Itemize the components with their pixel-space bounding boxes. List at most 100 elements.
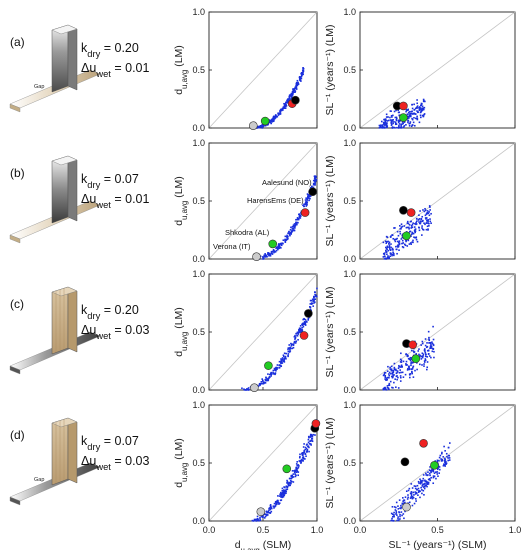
data-point (284, 491, 286, 494)
data-point (397, 505, 399, 507)
data-point (417, 487, 420, 490)
data-point (423, 365, 425, 367)
data-point (399, 376, 402, 379)
data-point (296, 464, 299, 467)
data-point (277, 495, 279, 497)
highlight-point (400, 457, 410, 467)
data-point (273, 507, 275, 509)
data-point (397, 387, 400, 389)
data-point (411, 124, 414, 126)
data-point (296, 467, 298, 470)
foundation-bar-end (9, 496, 21, 506)
data-point (405, 490, 408, 493)
data-point (395, 117, 398, 120)
data-point (386, 376, 389, 379)
data-point (387, 116, 389, 118)
data-point (300, 461, 302, 463)
data-point (307, 319, 310, 321)
data-point (281, 487, 284, 490)
y-axis-label-group: SL⁻¹ (years⁻¹) (LM) (324, 286, 336, 377)
data-point (398, 124, 400, 127)
data-point (419, 478, 421, 481)
data-point (425, 482, 428, 484)
highlight-point (256, 507, 266, 517)
data-point (262, 382, 264, 385)
data-point (268, 373, 271, 376)
data-point (294, 342, 297, 344)
data-point (420, 358, 423, 360)
data-point (277, 248, 279, 251)
data-point (310, 299, 313, 302)
data-point (395, 109, 397, 112)
data-point (262, 381, 265, 384)
data-point (382, 374, 385, 377)
data-point (421, 352, 424, 355)
data-point (381, 124, 384, 127)
data-point (393, 362, 396, 365)
data-point (388, 384, 390, 387)
data-point (410, 235, 412, 237)
data-point (425, 472, 427, 475)
gap-label: Gap (34, 477, 44, 483)
data-point (426, 482, 429, 485)
data-point (390, 246, 392, 249)
data-point (385, 122, 388, 125)
data-point (399, 518, 401, 520)
data-point (419, 363, 421, 366)
data-point (253, 519, 256, 522)
data-point (285, 236, 288, 238)
data-point (441, 452, 443, 455)
data-point (397, 376, 399, 379)
data-point (299, 79, 302, 82)
data-point (272, 250, 275, 252)
data-point (419, 354, 421, 357)
data-point (303, 449, 306, 452)
data-point (407, 108, 409, 111)
data-point (295, 332, 297, 335)
data-point (410, 494, 413, 497)
data-point (429, 220, 432, 223)
data-point (395, 501, 398, 504)
data-point (401, 236, 404, 239)
data-point (421, 489, 423, 491)
data-point (301, 457, 304, 459)
data-point (417, 350, 420, 352)
data-point (378, 124, 381, 127)
data-point (427, 229, 429, 231)
data-point (287, 348, 289, 351)
data-point (291, 343, 294, 346)
data-point (420, 116, 422, 119)
data-point (282, 493, 285, 496)
data-point (284, 489, 287, 492)
data-point (412, 121, 415, 124)
data-point (411, 118, 414, 121)
data-point (259, 518, 261, 520)
data-point (420, 486, 422, 489)
data-point (427, 228, 429, 230)
data-point (421, 105, 424, 108)
data-point (398, 364, 400, 367)
data-point (295, 84, 297, 87)
foundation-bar-end (9, 103, 21, 113)
data-point (308, 197, 310, 199)
data-point (312, 298, 315, 301)
data-point (406, 498, 409, 500)
data-point (394, 509, 397, 511)
data-point (295, 87, 297, 89)
data-point (424, 361, 426, 363)
data-point (273, 502, 276, 505)
data-point (424, 358, 427, 360)
data-point (306, 193, 309, 195)
data-point (411, 113, 414, 115)
data-point (285, 490, 288, 493)
data-point (428, 342, 430, 344)
data-point (291, 476, 293, 479)
data-point (410, 112, 412, 115)
data-point (411, 117, 413, 120)
data-point (411, 107, 414, 110)
data-point (427, 349, 430, 352)
data-point (423, 494, 425, 496)
data-point (297, 82, 299, 85)
data-point (294, 223, 297, 226)
data-point (265, 376, 267, 379)
